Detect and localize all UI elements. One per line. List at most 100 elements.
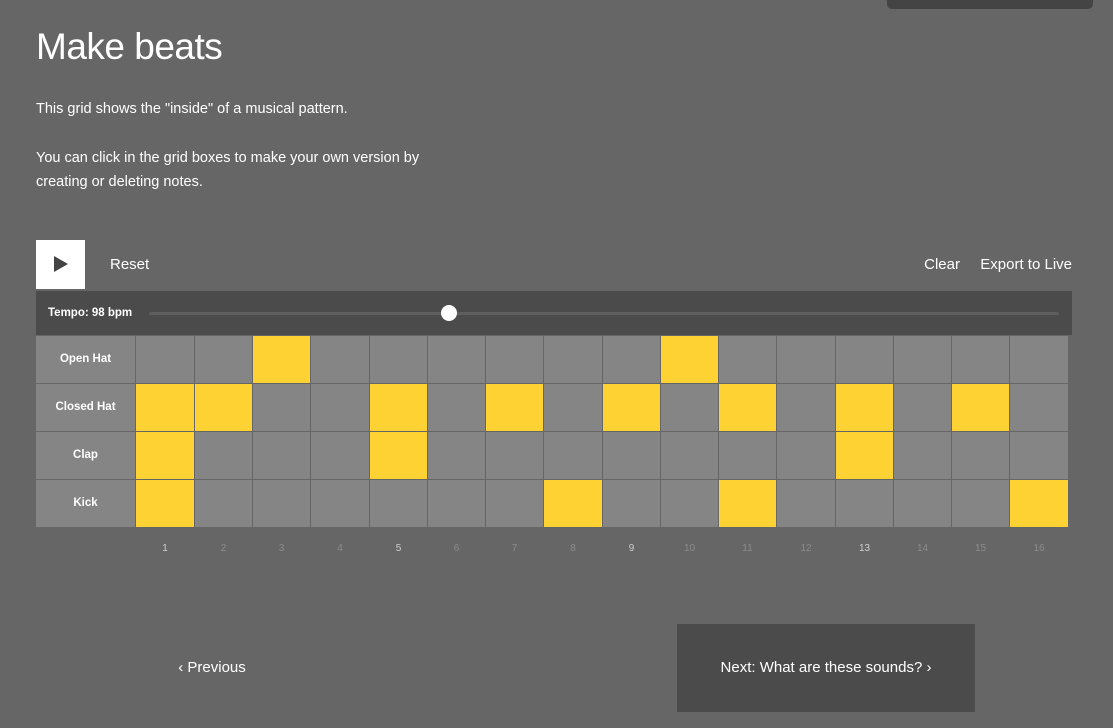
grid-cell[interactable] [311,336,369,383]
step-number: 1 [162,543,168,554]
grid-cell-active[interactable] [719,480,776,527]
grid-cell[interactable] [952,432,1009,479]
transport-controls: Reset Clear Export to Live [36,240,1072,289]
previous-button[interactable]: ‹ Previous [178,659,246,676]
grid-cell[interactable] [603,336,660,383]
clear-button[interactable]: Clear [924,256,960,273]
grid-cell-active[interactable] [661,336,718,383]
grid-cell[interactable] [894,432,951,479]
step-number: 6 [453,543,460,554]
grid-cell[interactable] [836,336,893,383]
grid-cell[interactable] [894,480,951,527]
grid-cell[interactable] [603,480,660,527]
grid-cell[interactable] [719,432,776,479]
tempo-slider-knob[interactable] [441,305,458,321]
grid-cell[interactable] [486,336,543,383]
step-number: 3 [278,543,285,554]
grid-cell-active[interactable] [836,432,893,479]
grid-cell[interactable] [486,432,543,479]
grid-cell[interactable] [253,480,310,527]
grid-cell[interactable] [603,432,660,479]
grid-cell[interactable] [1010,432,1068,479]
step-number: 15 [974,543,987,554]
step-number: 13 [858,543,871,554]
grid-cell[interactable] [777,480,835,527]
grid-cell-active[interactable] [136,432,194,479]
grid-cell-active[interactable] [370,384,427,431]
grid-cell[interactable] [195,432,252,479]
grid-cell[interactable] [1010,336,1068,383]
export-to-live-button[interactable]: Export to Live [980,256,1072,273]
intro-text-1: This grid shows the "inside" of a musica… [36,101,348,117]
grid-cell[interactable] [428,432,485,479]
grid-cell[interactable] [311,384,369,431]
grid-cell[interactable] [370,480,427,527]
row-label: Clap [36,432,135,479]
grid-cell[interactable] [777,384,835,431]
intro-text-2: You can click in the grid boxes to make … [36,150,420,190]
grid-cell[interactable] [253,384,310,431]
grid-cell[interactable] [195,480,252,527]
row-label: Closed Hat [36,384,135,431]
grid-cell[interactable] [719,336,776,383]
grid-cell[interactable] [428,384,485,431]
grid-cell-active[interactable] [486,384,543,431]
top-tab [887,0,1093,9]
grid-cell-active[interactable] [195,384,252,431]
grid-cell-active[interactable] [136,480,194,527]
grid-cell[interactable] [952,480,1009,527]
next-button[interactable]: Next: What are these sounds? › [677,624,975,712]
grid-cell[interactable] [428,336,485,383]
step-number: 11 [742,543,753,554]
grid-cell-active[interactable] [952,384,1009,431]
grid-cell-active[interactable] [136,384,194,431]
step-number: 16 [1033,543,1045,554]
grid-cell-active[interactable] [836,384,893,431]
grid-cell[interactable] [952,336,1009,383]
grid-cell[interactable] [661,432,718,479]
step-number: 7 [511,543,518,554]
row-label: Kick [36,480,135,527]
step-number: 10 [683,543,696,554]
tempo-slider-track[interactable] [149,312,1059,315]
grid-cell[interactable] [777,336,835,383]
step-number: 14 [916,543,929,554]
step-number: 9 [628,543,635,554]
grid-cell-active[interactable] [719,384,776,431]
grid-cell[interactable] [661,480,718,527]
step-number: 12 [800,543,812,554]
grid-cell-active[interactable] [1010,480,1068,527]
grid-cell[interactable] [836,480,893,527]
step-number: 4 [337,543,343,554]
grid-cell-active[interactable] [544,480,602,527]
grid-cell[interactable] [136,336,194,383]
grid-cell[interactable] [777,432,835,479]
grid-cell[interactable] [544,336,602,383]
grid-cell[interactable] [311,480,369,527]
step-number: 8 [570,543,576,554]
grid-cell[interactable] [370,336,427,383]
grid-cell[interactable] [661,384,718,431]
play-icon [54,256,68,272]
page-title: Make beats [36,26,223,67]
play-button[interactable] [36,240,85,289]
grid-cell[interactable] [253,432,310,479]
row-label: Open Hat [36,336,135,383]
grid-cell-active[interactable] [603,384,660,431]
grid-cell[interactable] [544,432,602,479]
reset-button[interactable]: Reset [110,256,150,273]
grid-cell[interactable] [1010,384,1068,431]
step-number: 5 [395,543,402,554]
grid-cell[interactable] [894,384,951,431]
grid-cell[interactable] [486,480,543,527]
grid-cell[interactable] [544,384,602,431]
grid-cell[interactable] [428,480,485,527]
grid-cell[interactable] [195,336,252,383]
tempo-bar: Tempo: 98 bpm [36,291,1072,335]
grid-cell-active[interactable] [370,432,427,479]
grid-cell[interactable] [311,432,369,479]
tempo-label: Tempo: 98 bpm [48,307,133,319]
step-number: 2 [220,543,227,554]
grid-cell[interactable] [894,336,951,383]
grid-cell-active[interactable] [253,336,310,383]
